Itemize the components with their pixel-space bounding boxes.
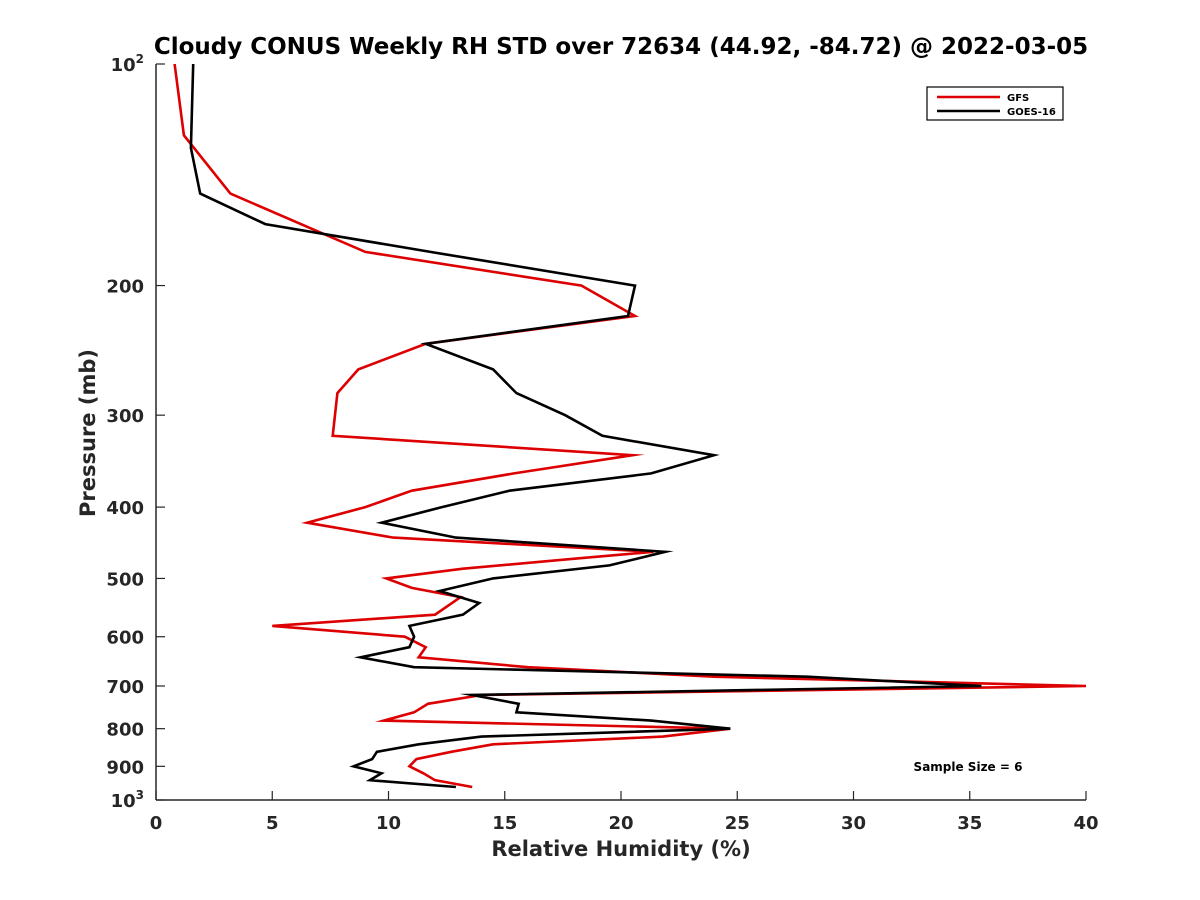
x-tick-label: 5 [266,813,279,834]
x-tick-label: 10 [376,813,401,834]
x-tick-label: 35 [957,813,982,834]
series-line-goes-16 [189,63,982,789]
y-tick-label: 102 [111,52,144,76]
y-tick-label: 600 [106,628,144,649]
sample-size-annotation: Sample Size = 6 [914,760,1023,774]
legend-box [926,86,1064,121]
x-tick-label: 15 [492,813,517,834]
y-tick-label: 400 [106,498,144,519]
y-axis-label: Pressure (mb) [76,349,100,517]
y-tick-label: 300 [106,406,144,427]
y-tick-label: 800 [106,720,144,741]
chart-title: Cloudy CONUS Weekly RH STD over 72634 (4… [154,34,1088,60]
y-tick-label: 103 [111,788,144,812]
legend: GFS GOES-16 [926,86,1064,121]
x-axis-label: Relative Humidity (%) [491,837,750,861]
x-tick-label: 30 [841,813,866,834]
y-tick-label: 500 [106,569,144,590]
legend-label: GFS [1007,93,1029,104]
series-layer [173,63,1087,789]
x-tick-label: 0 [150,813,163,834]
y-tick-label: 200 [106,277,144,298]
x-tick-label: 25 [725,813,750,834]
series-line-gfs [173,63,1087,789]
x-tick-label: 40 [1073,813,1098,834]
y-tick-label: 900 [106,757,144,778]
y-tick-label: 700 [106,677,144,698]
legend-label: GOES-16 [1007,107,1056,118]
x-tick-label: 20 [608,813,633,834]
axes: 0 5 10 15 20 25 30 35 40 102 200 300 400 500 600 700 800… [106,52,1098,834]
